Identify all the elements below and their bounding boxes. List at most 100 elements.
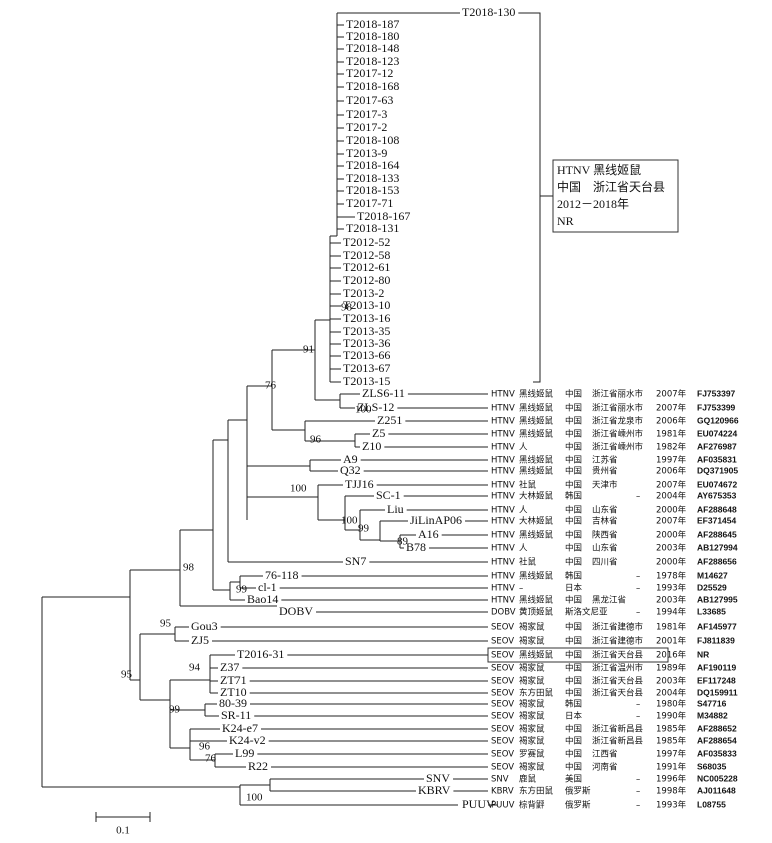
- accession: AB127994: [697, 542, 738, 552]
- virus: SEOV: [491, 677, 514, 687]
- location: 山东省: [592, 505, 618, 516]
- accession: AF288645: [697, 529, 737, 539]
- country: 俄罗斯: [565, 800, 591, 811]
- leaf-label: T2012-52: [343, 235, 390, 249]
- host: 黄顶姬鼠: [519, 607, 554, 618]
- year: 1997年: [656, 455, 687, 466]
- virus: HTNV: [491, 430, 515, 440]
- leaf-label: 80-39: [219, 696, 247, 710]
- virus: KBRV: [491, 787, 514, 797]
- leaf-label: Z10: [362, 439, 381, 453]
- country: 中国: [565, 676, 582, 687]
- virus: SEOV: [491, 664, 514, 674]
- host: 黑线姬鼠: [519, 650, 554, 661]
- virus: HTNV: [491, 443, 515, 453]
- scale-bar: [95, 812, 151, 822]
- host: 大林姬鼠: [519, 516, 554, 527]
- leaf-label: T2017-2: [346, 120, 387, 134]
- accession: EF371454: [697, 515, 736, 525]
- leaf-label: SN7: [345, 554, 366, 568]
- year: 2003年: [656, 543, 687, 554]
- host: 褐家鼠: [519, 699, 545, 710]
- country: 中国: [565, 724, 582, 735]
- accession: AF035831: [697, 454, 737, 464]
- host: 黑线姬鼠: [519, 416, 554, 427]
- leaf-label: T2013-66: [343, 348, 390, 362]
- leaf-label: T2017-3: [346, 107, 387, 121]
- virus: HTNV: [491, 544, 515, 554]
- leaf-label: T2018-123: [346, 54, 399, 68]
- location: 浙江省建德市: [592, 622, 644, 633]
- host: 黑线姬鼠: [519, 455, 554, 466]
- country: 韩国: [565, 571, 582, 582]
- accession: AF276987: [697, 441, 737, 451]
- host: 人: [519, 544, 528, 554]
- host: 褐家鼠: [519, 636, 545, 647]
- accession: GQ120966: [697, 415, 739, 425]
- location: 江苏省: [592, 455, 618, 466]
- leaf-label: K24-e7: [222, 721, 258, 735]
- accession: AJ011648: [697, 785, 736, 795]
- leaf-label: ZJ5: [191, 633, 209, 647]
- virus: SEOV: [491, 750, 514, 760]
- accession: EU074224: [697, 428, 737, 438]
- leaf-label: ZT71: [220, 673, 247, 687]
- bootstrap-value: 94: [189, 662, 201, 674]
- location: 四川省: [592, 557, 618, 568]
- leaf-label: T2018-167: [357, 209, 410, 223]
- location: 黑龙江省: [592, 595, 627, 606]
- year: 2007年: [656, 389, 687, 400]
- virus: HTNV: [491, 417, 515, 427]
- host: 人: [519, 506, 528, 516]
- leaf-label: PUUV: [462, 797, 495, 811]
- accession: AF035833: [697, 748, 737, 758]
- leaf-label: T2012-80: [343, 273, 390, 287]
- location: 吉林省: [592, 516, 618, 527]
- year: 2007年: [656, 480, 687, 491]
- location: 浙江省丽水市: [592, 389, 644, 400]
- accession: NC005228: [697, 773, 738, 783]
- virus: HTNV: [491, 456, 515, 466]
- location: 浙江省嵊州市: [592, 442, 644, 453]
- location: –: [636, 572, 640, 582]
- accession: AF190119: [697, 662, 736, 672]
- bootstrap-value: 99: [236, 584, 248, 596]
- location: –: [636, 700, 640, 710]
- year: 2016年: [656, 650, 687, 661]
- leaf-label: T2012-58: [343, 248, 390, 262]
- accession: S68035: [697, 761, 727, 771]
- virus: HTNV: [491, 558, 515, 568]
- accession: FJ811839: [697, 635, 735, 645]
- leaf-label: T2013-35: [343, 324, 390, 338]
- virus: HTNV: [491, 584, 515, 594]
- year: 2006年: [656, 466, 687, 477]
- year: 1981年: [656, 622, 687, 633]
- leaf-label: T2013-10: [343, 298, 390, 312]
- host: 褐家鼠: [519, 736, 545, 747]
- country: 中国: [565, 622, 582, 633]
- virus: HTNV: [491, 517, 515, 527]
- year: 1997年: [656, 749, 687, 760]
- location: –: [636, 608, 640, 618]
- host: 大林姬鼠: [519, 491, 554, 502]
- country: 中国: [565, 480, 582, 491]
- year: 1994年: [656, 607, 687, 618]
- leaf-label: Z5: [372, 426, 385, 440]
- location: 浙江省龙泉市: [592, 416, 644, 427]
- country: 中国: [565, 505, 582, 516]
- location: 浙江省天台县: [592, 676, 644, 687]
- year: 2003年: [656, 676, 687, 687]
- year: 1991年: [656, 762, 687, 773]
- leaf-label: KBRV: [418, 783, 451, 797]
- country: 中国: [565, 403, 582, 414]
- country: 韩国: [565, 699, 582, 710]
- leaf-label: JiLinAP06: [410, 513, 462, 527]
- country: 中国: [565, 762, 582, 773]
- year: 1990年: [656, 711, 687, 722]
- host: 社鼠: [519, 557, 537, 568]
- year: 1998年: [656, 786, 687, 797]
- leaf-label: R22: [248, 759, 268, 773]
- year: 2000年: [656, 505, 687, 516]
- accession: L08755: [697, 799, 726, 809]
- virus: HTNV: [491, 481, 515, 491]
